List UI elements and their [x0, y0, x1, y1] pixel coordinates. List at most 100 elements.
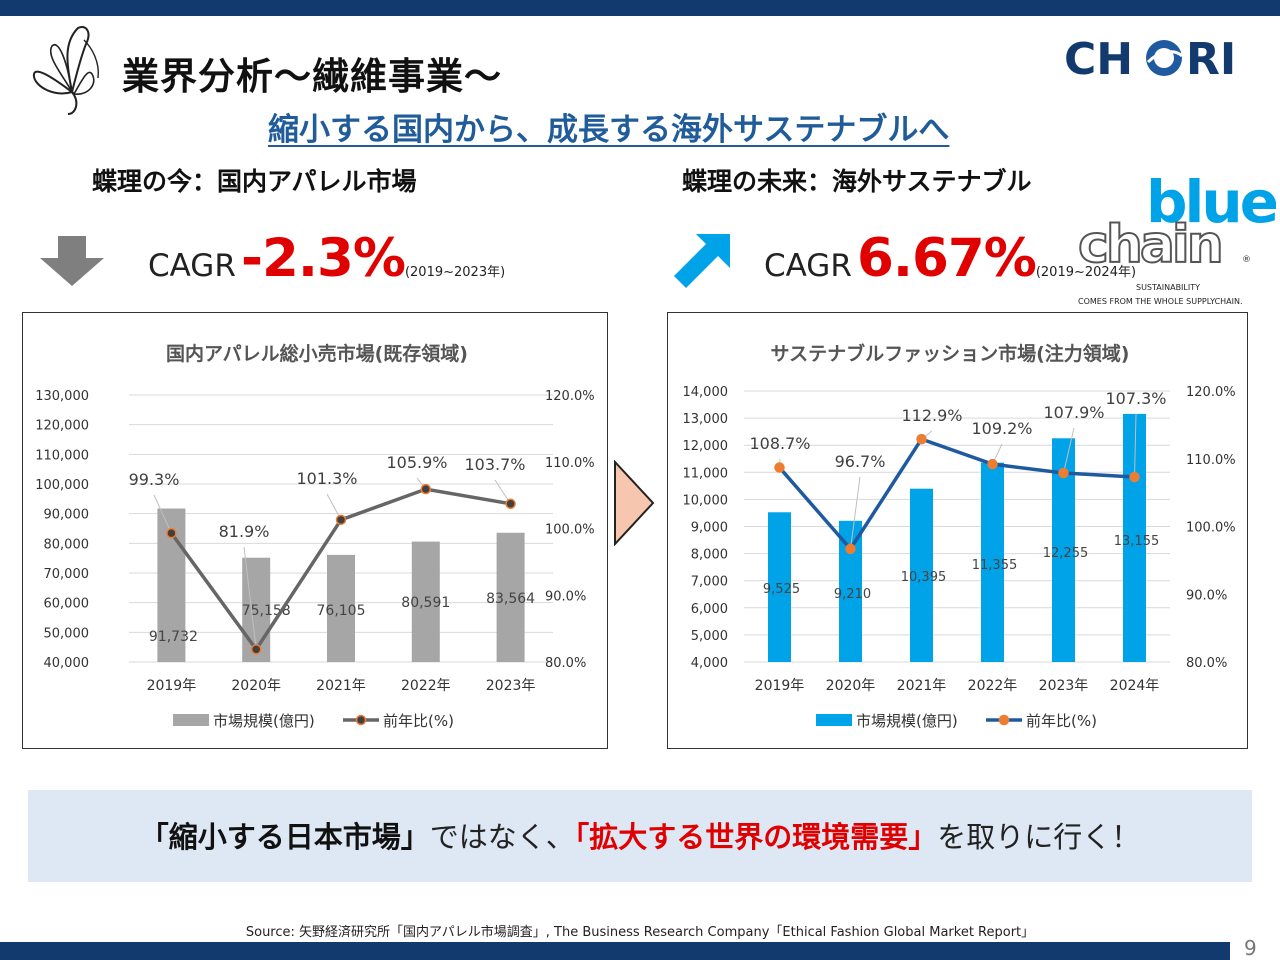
banner-part-3: 「拡大する世界の環境需要」: [574, 820, 938, 854]
y-tick-label: 9,000: [691, 521, 728, 536]
bar: [327, 554, 355, 662]
legend-bar-label: 市場規模(億円): [856, 712, 958, 730]
ratio-marker: [916, 433, 927, 445]
ratio-value-label: 108.7%: [749, 434, 810, 453]
ratio-value-label: 105.9%: [386, 453, 447, 472]
up-right-arrow-icon: [674, 234, 730, 288]
sustainable-fashion-chart: サステナブルファッション市場(注力領域) 4,000 5,000 6,000 7,000…: [667, 312, 1248, 749]
left-section-heading: 蝶理の今：国内アパレル市場: [92, 167, 417, 196]
legend-bar-swatch: [816, 714, 852, 726]
bar: [981, 462, 1004, 662]
bar-value-label: 13,155: [1114, 534, 1160, 549]
y2-tick-label: 110.0%: [1186, 453, 1236, 468]
ratio-value-label: 112.9%: [901, 406, 962, 425]
banner-part-2: ではなく、: [429, 820, 575, 854]
y2-tick-label: 80.0%: [1186, 656, 1227, 671]
bluechain-word-chain: chain: [1078, 215, 1221, 275]
label-leader: [1063, 427, 1075, 474]
bar-value-label: 9,525: [763, 582, 800, 597]
bar: [839, 520, 862, 662]
x-tick-label: 2020年: [826, 678, 876, 694]
svg-text:CH: CH: [1064, 34, 1133, 82]
legend-line-marker: [998, 714, 1010, 726]
ratio-marker: [1058, 467, 1069, 479]
left-cagr: CAGR -2.3%(2019~2023年): [148, 228, 505, 292]
ratio-value-label: 96.7%: [835, 452, 886, 471]
transition-arrow-icon: [614, 460, 655, 546]
y2-tick-label: 110.0%: [545, 456, 595, 471]
x-tick-label: 2024年: [1110, 678, 1160, 694]
x-tick-label: 2019年: [755, 678, 805, 694]
legend-line-label: 前年比(%): [1026, 712, 1097, 730]
x-tick-label: 2020年: [231, 678, 281, 694]
y-tick-label: 130,000: [35, 389, 89, 404]
chart-title: サステナブルファッション市場(注力領域): [771, 342, 1130, 365]
y-tick-label: 40,000: [44, 656, 90, 671]
ratio-marker: [420, 483, 432, 495]
x-tick-label: 2021年: [316, 678, 366, 694]
y-tick-label: 4,000: [691, 656, 728, 671]
y-tick-label: 80,000: [44, 537, 90, 552]
bar-value-label: 76,105: [317, 603, 366, 619]
x-tick-label: 2022年: [401, 678, 451, 694]
left-cagr-period: (2019~2023年): [404, 265, 506, 280]
ratio-value-label: 107.3%: [1105, 389, 1166, 408]
y-tick-label: 70,000: [44, 567, 90, 582]
source-note: Source: 矢野経済研究所「国内アパレル市場調査」, The Busines…: [245, 925, 1035, 940]
bar-value-label: 9,210: [834, 587, 871, 602]
bar: [768, 512, 791, 662]
bar-value-label: 12,255: [1043, 546, 1089, 561]
ratio-value-label: 101.3%: [296, 469, 357, 488]
ratio-value-label: 99.3%: [129, 470, 180, 489]
x-tick-label: 2022年: [968, 678, 1018, 694]
ratio-value-label: 103.7%: [464, 455, 525, 474]
x-tick-label: 2023年: [486, 678, 536, 694]
banner-part-4: を取りに行く！: [937, 820, 1141, 854]
ratio-marker: [166, 527, 177, 539]
y-tick-label: 7,000: [691, 575, 728, 590]
ratio-marker: [987, 458, 998, 470]
ratio-value-label: 81.9%: [219, 522, 270, 541]
conclusion-banner: 「縮小する日本市場」ではなく、「拡大する世界の環境需要」を取りに行く！: [28, 790, 1252, 882]
registered-mark: ®: [1242, 255, 1251, 265]
bar: [411, 541, 440, 662]
right-cagr: CAGR 6.67%(2019~2024年): [764, 228, 1136, 292]
y-tick-label: 5,000: [691, 629, 728, 644]
chori-logo: CH RI: [1064, 34, 1236, 82]
ratio-marker: [845, 543, 856, 555]
y2-tick-label: 120.0%: [545, 389, 595, 404]
ratio-value-label: 109.2%: [971, 419, 1032, 438]
y2-tick-label: 120.0%: [1186, 385, 1236, 400]
bar-value-label: 83,564: [486, 591, 535, 607]
y-tick-label: 120,000: [35, 419, 89, 434]
bluechain-word-blue: blue: [1146, 168, 1276, 236]
top-bar: [0, 0, 1280, 16]
x-tick-label: 2019年: [147, 678, 197, 694]
right-cagr-label: CAGR: [764, 248, 852, 284]
y2-tick-label: 80.0%: [545, 656, 586, 671]
y-tick-label: 60,000: [44, 597, 90, 612]
bluechain-tagline-2: COMES FROM THE WHOLE SUPPLYCHAIN.: [1078, 297, 1243, 306]
label-leader: [153, 494, 172, 534]
left-cagr-label: CAGR: [148, 248, 236, 284]
label-leader: [1134, 413, 1137, 478]
y-tick-label: 100,000: [35, 478, 89, 493]
x-tick-label: 2023年: [1039, 678, 1089, 694]
legend-line-marker: [355, 714, 367, 726]
y-tick-label: 8,000: [691, 548, 728, 563]
y2-tick-label: 100.0%: [545, 523, 595, 538]
domestic-apparel-chart: 国内アパレル総小売市場(既存領域) 40,000 50,000 60,000 70,00…: [22, 312, 608, 749]
x-tick-label: 2021年: [897, 678, 947, 694]
y-tick-label: 13,000: [683, 412, 729, 427]
y-tick-label: 11,000: [683, 466, 729, 481]
left-cagr-value: -2.3%: [240, 228, 406, 289]
legend-bar-label: 市場規模(億円): [213, 712, 315, 730]
ratio-value-label: 107.9%: [1043, 403, 1104, 422]
right-cagr-period: (2019~2024年): [1035, 265, 1137, 280]
page-subtitle: 縮小する国内から、成長する海外サステナブルへ: [268, 112, 950, 148]
y-tick-label: 90,000: [44, 508, 90, 523]
y2-tick-label: 90.0%: [1186, 588, 1227, 603]
bluechain-logo: blue chain ® SUSTAINABILITY COMES FROM T…: [1077, 168, 1276, 306]
domestic-apparel-chart-svg: 国内アパレル総小売市場(既存領域) 40,000 50,000 60,000 70,00…: [35, 342, 595, 730]
y-tick-label: 110,000: [35, 448, 89, 463]
